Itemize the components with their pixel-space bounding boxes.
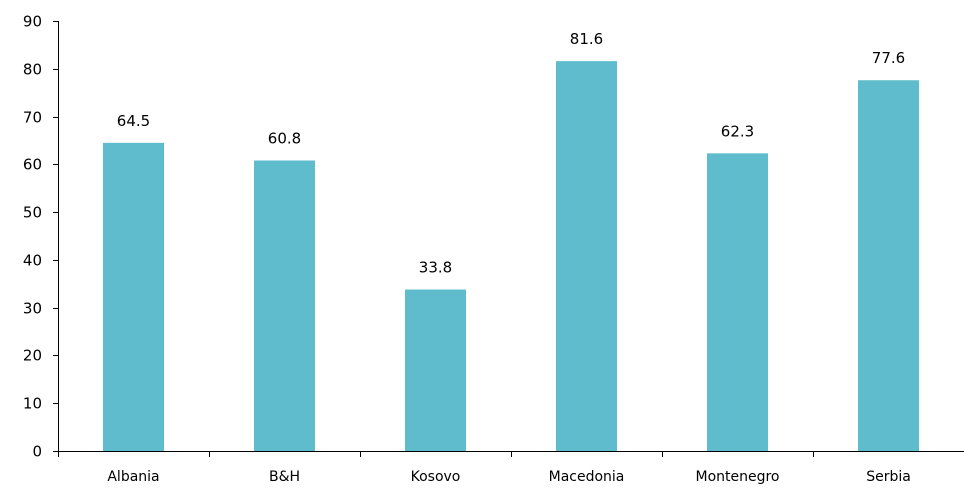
bar-serbia <box>858 80 919 451</box>
bar-macedonia <box>556 61 617 452</box>
x-axis: Albania B&H Kosovo Macedonia Montenegro Serbi… <box>58 451 964 485</box>
x-category-label: B&H <box>269 469 300 485</box>
y-tick-label: 70 <box>23 109 42 127</box>
bar-value-label: 62.3 <box>721 122 754 140</box>
y-tick-label: 30 <box>23 300 42 318</box>
bar-value-label: 33.8 <box>419 259 452 277</box>
y-tick-label: 50 <box>23 204 42 222</box>
y-tick-label: 80 <box>23 61 42 79</box>
y-tick-label: 40 <box>23 252 42 270</box>
y-tick-label: 60 <box>23 156 42 174</box>
x-category-label: Montenegro <box>695 469 779 485</box>
y-tick-label: 0 <box>32 443 42 461</box>
bar-kosovo <box>405 289 466 451</box>
bars <box>103 61 919 452</box>
bar-montenegro <box>707 153 768 451</box>
y-axis: 0 10 20 30 40 50 60 70 80 90 <box>23 13 59 461</box>
bar-value-label: 81.6 <box>570 30 603 48</box>
x-category-label: Macedonia <box>549 469 625 485</box>
bar-value-label: 64.5 <box>117 112 150 130</box>
bar-value-label: 77.6 <box>872 49 905 67</box>
y-tick-label: 90 <box>23 13 42 31</box>
y-tick-label: 10 <box>23 395 42 413</box>
x-category-label: Albania <box>107 469 159 485</box>
bar-albania <box>103 142 164 452</box>
bar-value-label: 60.8 <box>268 130 301 148</box>
data-labels: 64.5 60.8 33.8 81.6 62.3 77.6 <box>117 30 905 276</box>
bar-b-h <box>254 160 315 451</box>
x-category-label: Serbia <box>866 469 911 485</box>
x-category-label: Kosovo <box>411 469 461 485</box>
y-tick-label: 20 <box>23 347 42 365</box>
